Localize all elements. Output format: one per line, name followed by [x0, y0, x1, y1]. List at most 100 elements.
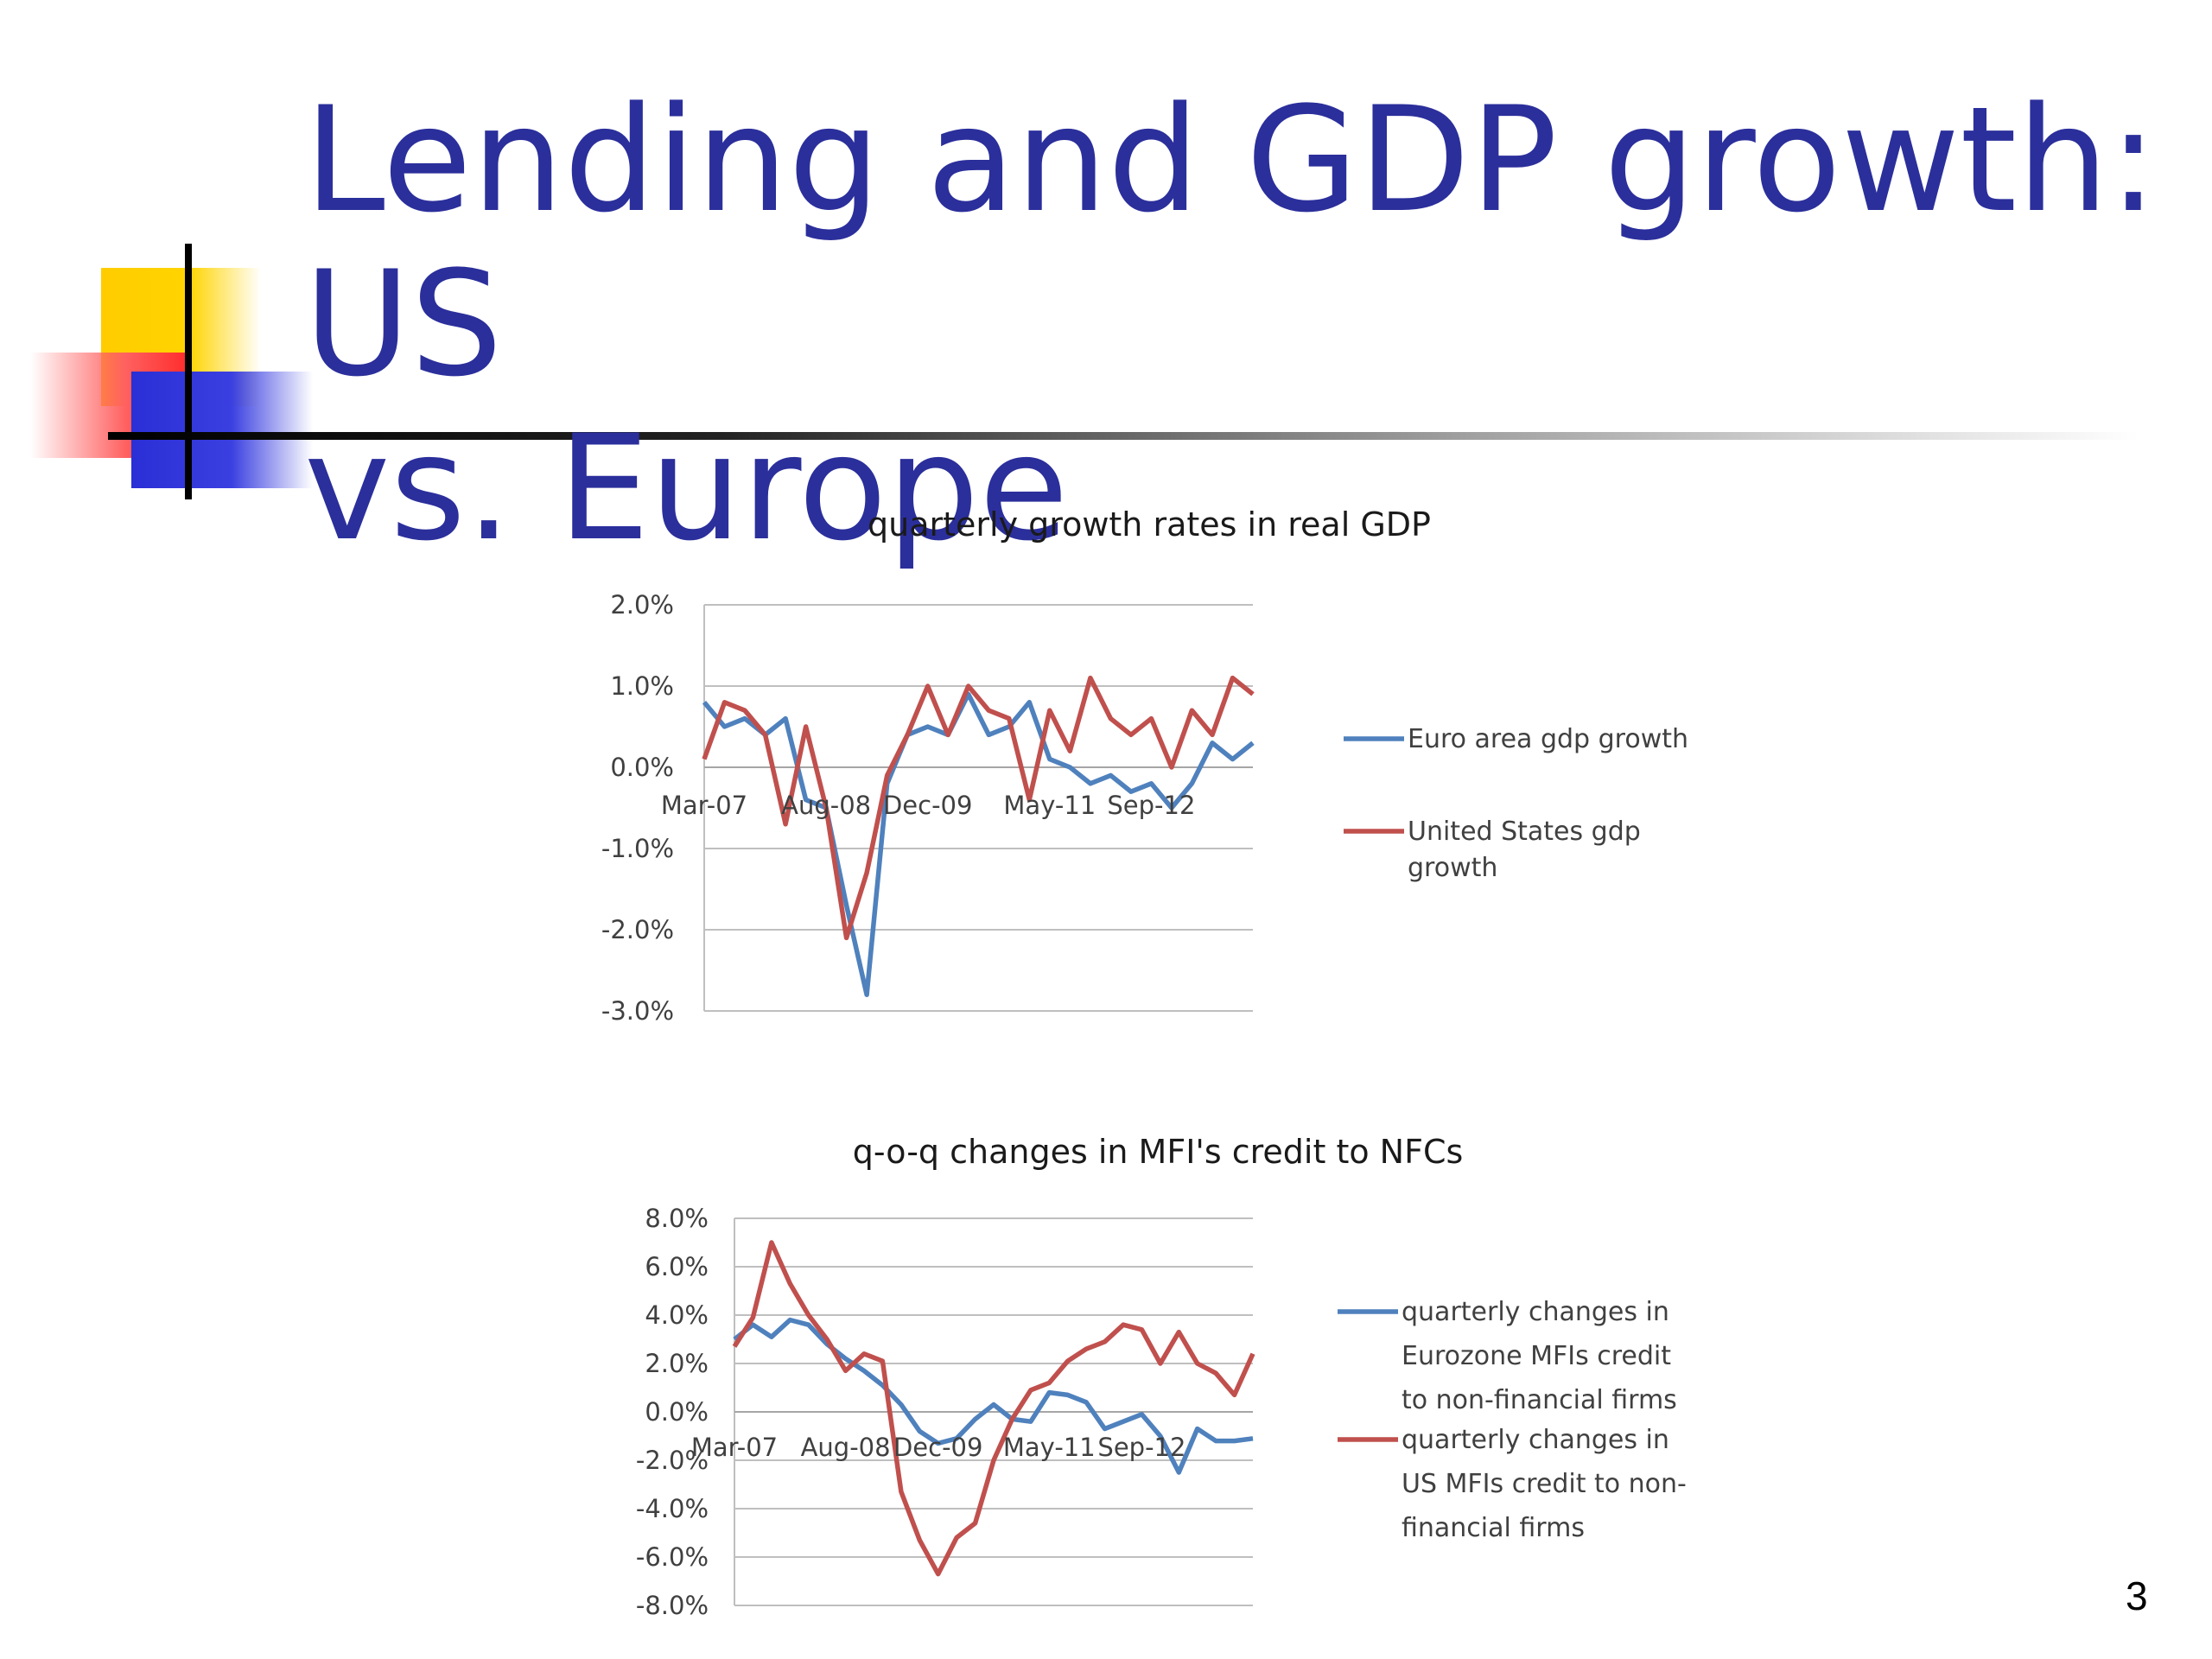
data-point-2-8: [864, 870, 869, 875]
data-point-1-8: [864, 992, 869, 997]
data-point-2-20: [1103, 1339, 1108, 1344]
x-tick-label: Sep-12: [1107, 791, 1195, 820]
y-tick-label: 4.0%: [645, 1300, 709, 1330]
data-point-1-24: [1189, 781, 1194, 786]
legend-label-1: Euro area gdp growth: [1408, 724, 1688, 754]
data-point-2-21: [1128, 732, 1134, 737]
data-point-1-2: [742, 716, 747, 721]
data-point-1-27: [1250, 741, 1255, 746]
data-point-2-20: [1108, 716, 1113, 721]
x-tick-label: Dec-09: [893, 1433, 982, 1462]
y-tick-label: 6.0%: [645, 1252, 709, 1281]
data-point-2-27: [1250, 691, 1255, 696]
x-tick-label: Mar-07: [691, 1433, 778, 1462]
decorative-blue-square: [131, 372, 313, 488]
data-point-2-6: [843, 1368, 849, 1373]
data-point-1-16: [1028, 1419, 1033, 1424]
data-point-1-0: [702, 700, 707, 705]
y-tick-label: 2.0%: [645, 1349, 709, 1378]
data-point-1-26: [1213, 1439, 1218, 1444]
data-point-2-1: [722, 700, 728, 705]
chart-title: quarterly growth rates in real GDP: [868, 505, 1431, 543]
legend-label-2: quarterly changes in US MFIs credit to no…: [1402, 1425, 1687, 1543]
title-underline: [108, 432, 2139, 440]
data-point-2-16: [1028, 1388, 1033, 1393]
data-point-2-10: [905, 732, 910, 737]
data-point-2-15: [1009, 1416, 1014, 1421]
data-point-2-7: [844, 935, 849, 940]
data-point-1-13: [973, 1416, 978, 1421]
data-point-1-7: [861, 1368, 867, 1373]
y-tick-label: -1.0%: [601, 834, 674, 863]
data-point-2-17: [1046, 1380, 1052, 1385]
data-point-1-27: [1232, 1439, 1237, 1444]
data-point-1-9: [899, 1402, 904, 1408]
slide-title: Lending and GDP growth: US vs. Europe: [304, 78, 2162, 570]
data-point-2-11: [936, 1572, 941, 1577]
data-point-2-3: [787, 1281, 792, 1287]
data-point-2-9: [885, 772, 890, 778]
data-point-2-8: [880, 1358, 885, 1363]
data-point-1-19: [1084, 1400, 1089, 1405]
data-point-2-15: [1007, 716, 1012, 721]
data-point-1-20: [1108, 772, 1113, 778]
data-point-2-3: [763, 732, 768, 737]
data-point-2-25: [1195, 1361, 1200, 1366]
data-point-2-5: [804, 724, 809, 729]
data-point-2-0: [732, 1344, 737, 1349]
y-tick-label: 1.0%: [610, 671, 674, 701]
data-point-2-22: [1139, 1327, 1144, 1332]
x-tick-label: Aug-08: [801, 1433, 891, 1462]
data-point-1-6: [843, 1356, 849, 1361]
data-point-2-28: [1250, 1351, 1255, 1357]
data-point-2-2: [769, 1240, 774, 1245]
series-line-2: [732, 1240, 1255, 1577]
data-point-2-9: [899, 1489, 904, 1494]
gdp-growth-chart: quarterly growth rates in real GDP 2.0% 1.…: [601, 505, 1688, 1026]
y-tick-label: 8.0%: [645, 1204, 709, 1233]
y-tick-label: -2.0%: [601, 915, 674, 944]
data-point-1-21: [1121, 1419, 1126, 1424]
x-tick-label: Dec-09: [883, 791, 972, 820]
data-point-2-12: [954, 1535, 959, 1541]
x-tick-label: May-11: [1003, 1433, 1096, 1462]
data-point-2-23: [1169, 765, 1174, 770]
y-tick-label: 0.0%: [610, 753, 674, 782]
data-point-2-4: [806, 1313, 811, 1318]
legend-label-1: quarterly changes in Eurozone MFIs credit…: [1402, 1297, 1677, 1415]
x-tick-label: May-11: [1003, 791, 1096, 820]
data-point-2-13: [966, 683, 971, 689]
decorative-vertical-line: [185, 244, 192, 499]
data-point-1-22: [1139, 1412, 1144, 1417]
data-point-1-24: [1176, 1470, 1181, 1475]
data-point-1-17: [1047, 757, 1052, 762]
data-point-2-5: [824, 1337, 830, 1342]
data-point-1-2: [769, 1334, 774, 1339]
data-point-1-17: [1046, 1390, 1052, 1395]
data-point-2-13: [973, 1521, 978, 1526]
data-point-2-25: [1210, 732, 1215, 737]
x-tick-label: Mar-07: [661, 791, 747, 820]
chart-title: q-o-q changes in MFI's credit to NFCs: [853, 1133, 1464, 1171]
data-point-1-16: [1027, 700, 1032, 705]
data-point-2-11: [925, 683, 931, 689]
data-point-1-28: [1250, 1436, 1255, 1441]
y-tick-label: -3.0%: [601, 996, 674, 1026]
data-point-2-1: [750, 1315, 755, 1320]
data-point-2-12: [945, 732, 950, 737]
data-point-2-26: [1230, 676, 1235, 681]
data-point-2-14: [991, 1458, 996, 1463]
series-line-1: [733, 1317, 1254, 1475]
series-line-2: [702, 675, 1255, 941]
y-tick-label: -4.0%: [636, 1494, 709, 1523]
data-point-2-4: [783, 822, 788, 827]
page-number: 3: [2126, 1573, 2148, 1618]
y-tick-label: 0.0%: [645, 1397, 709, 1427]
data-point-1-3: [787, 1318, 792, 1323]
data-point-2-14: [986, 708, 991, 713]
data-point-1-26: [1230, 757, 1235, 762]
data-point-1-4: [783, 716, 788, 721]
data-point-1-7: [844, 903, 849, 908]
data-point-2-23: [1158, 1361, 1163, 1366]
